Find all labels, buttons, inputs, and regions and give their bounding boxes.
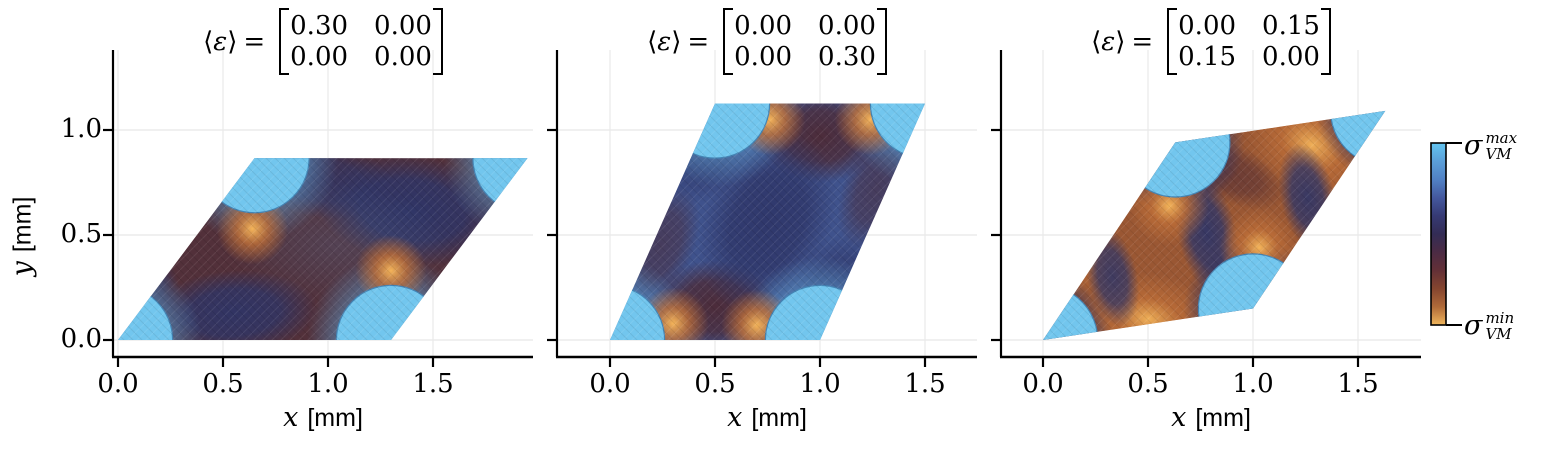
matrix-cell: 0.15 xyxy=(1262,11,1320,41)
matrix-cell: 0.00 xyxy=(1262,41,1320,72)
rangle: ⟩ xyxy=(671,26,682,57)
epsilon: ε xyxy=(657,26,672,57)
strain-symbol: ⟨ε⟩ = xyxy=(203,27,269,57)
colorbar-gradient xyxy=(1430,142,1447,326)
colorbar xyxy=(1430,142,1462,326)
matrix-cell: 0.00 xyxy=(734,41,793,72)
x-tick-label: 0.0 xyxy=(97,369,139,399)
colorbar-min-label: σ min VM xyxy=(1464,309,1515,343)
mesh-texture xyxy=(1043,110,1386,341)
x-tick-label: 1.0 xyxy=(307,369,349,399)
langle: ⟨ xyxy=(647,26,658,57)
equals-sign: = xyxy=(687,26,710,57)
x-unit: [mm] xyxy=(751,404,807,432)
x-tick-label: 1.5 xyxy=(1337,369,1379,399)
x-axis-label: x [mm] xyxy=(557,402,977,433)
x-axis-label: x [mm] xyxy=(113,402,533,433)
stress-field xyxy=(1043,110,1386,341)
x-tick-label: 1.5 xyxy=(904,369,946,399)
matrix-cell: 0.15 xyxy=(1178,41,1237,72)
x-tick-label: 0.0 xyxy=(1022,369,1064,399)
subplot-3 xyxy=(991,50,1421,367)
matrix-cell: 0.00 xyxy=(374,41,432,72)
matrix-cell: 0.30 xyxy=(818,41,876,72)
y-tick-label: 0.0 xyxy=(60,324,102,354)
subplot1-title: ⟨ε⟩ = 0.30 0.00 0.00 0.00 xyxy=(113,8,533,76)
epsilon: ε xyxy=(213,26,228,57)
y-tick-label: 0.5 xyxy=(60,219,102,249)
x-tick-label: 1.0 xyxy=(1232,369,1274,399)
x-axis-label: x [mm] xyxy=(1001,402,1421,433)
strain-matrix: 0.00 0.15 0.15 0.00 xyxy=(1167,8,1331,76)
x-var: x xyxy=(727,402,743,433)
subplot3-title: ⟨ε⟩ = 0.00 0.15 0.15 0.00 xyxy=(1001,8,1421,76)
strain-matrix: 0.00 0.00 0.00 0.30 xyxy=(723,8,887,76)
x-var: x xyxy=(1171,402,1187,433)
matrix-cell: 0.00 xyxy=(290,41,349,72)
langle: ⟨ xyxy=(1091,26,1102,57)
y-unit: [mm] xyxy=(8,196,37,253)
strain-symbol: ⟨ε⟩ = xyxy=(647,27,713,57)
y-axis-label: y [mm] xyxy=(7,177,38,297)
rangle: ⟩ xyxy=(1115,26,1126,57)
subplot-2 xyxy=(547,50,977,367)
strain-symbol: ⟨ε⟩ = xyxy=(1091,27,1157,57)
x-tick-label: 0.5 xyxy=(202,369,244,399)
stress-field xyxy=(610,103,925,340)
subscript-vm: VM xyxy=(1485,144,1512,163)
sigma-symbol: σ xyxy=(1464,130,1483,162)
equals-sign: = xyxy=(1131,26,1154,57)
superscript-min: min xyxy=(1485,309,1515,327)
y-tick-label: 1.0 xyxy=(60,114,102,144)
equals-sign: = xyxy=(243,26,266,57)
x-tick-label: 0.5 xyxy=(1127,369,1169,399)
y-var: y xyxy=(6,261,38,277)
matrix-cell: 0.00 xyxy=(734,11,793,41)
x-tick-label: 1.0 xyxy=(799,369,841,399)
stress-field xyxy=(118,158,528,340)
subscript-vm: VM xyxy=(1485,324,1512,343)
x-unit: [mm] xyxy=(307,404,363,432)
epsilon: ε xyxy=(1101,26,1116,57)
superscript-max: max xyxy=(1485,129,1518,147)
subplot-1 xyxy=(103,50,533,367)
sigma-scripts: min VM xyxy=(1485,309,1515,343)
x-tick-label: 1.5 xyxy=(412,369,454,399)
mesh-texture xyxy=(610,103,925,340)
x-unit: [mm] xyxy=(1195,404,1251,432)
x-tick-label: 0.0 xyxy=(589,369,631,399)
strain-matrix: 0.30 0.00 0.00 0.00 xyxy=(279,8,443,76)
colorbar-max-label: σ max VM xyxy=(1464,129,1518,163)
mesh-texture xyxy=(118,158,528,340)
sigma-symbol: σ xyxy=(1464,310,1483,342)
x-var: x xyxy=(283,402,299,433)
rangle: ⟩ xyxy=(227,26,238,57)
sigma-scripts: max VM xyxy=(1485,129,1518,163)
matrix-cell: 0.30 xyxy=(290,11,349,41)
matrix-cell: 0.00 xyxy=(818,11,876,41)
matrix-cell: 0.00 xyxy=(374,11,432,41)
langle: ⟨ xyxy=(203,26,214,57)
subplot2-title: ⟨ε⟩ = 0.00 0.00 0.00 0.30 xyxy=(557,8,977,76)
x-tick-label: 0.5 xyxy=(694,369,736,399)
matrix-cell: 0.00 xyxy=(1178,11,1237,41)
